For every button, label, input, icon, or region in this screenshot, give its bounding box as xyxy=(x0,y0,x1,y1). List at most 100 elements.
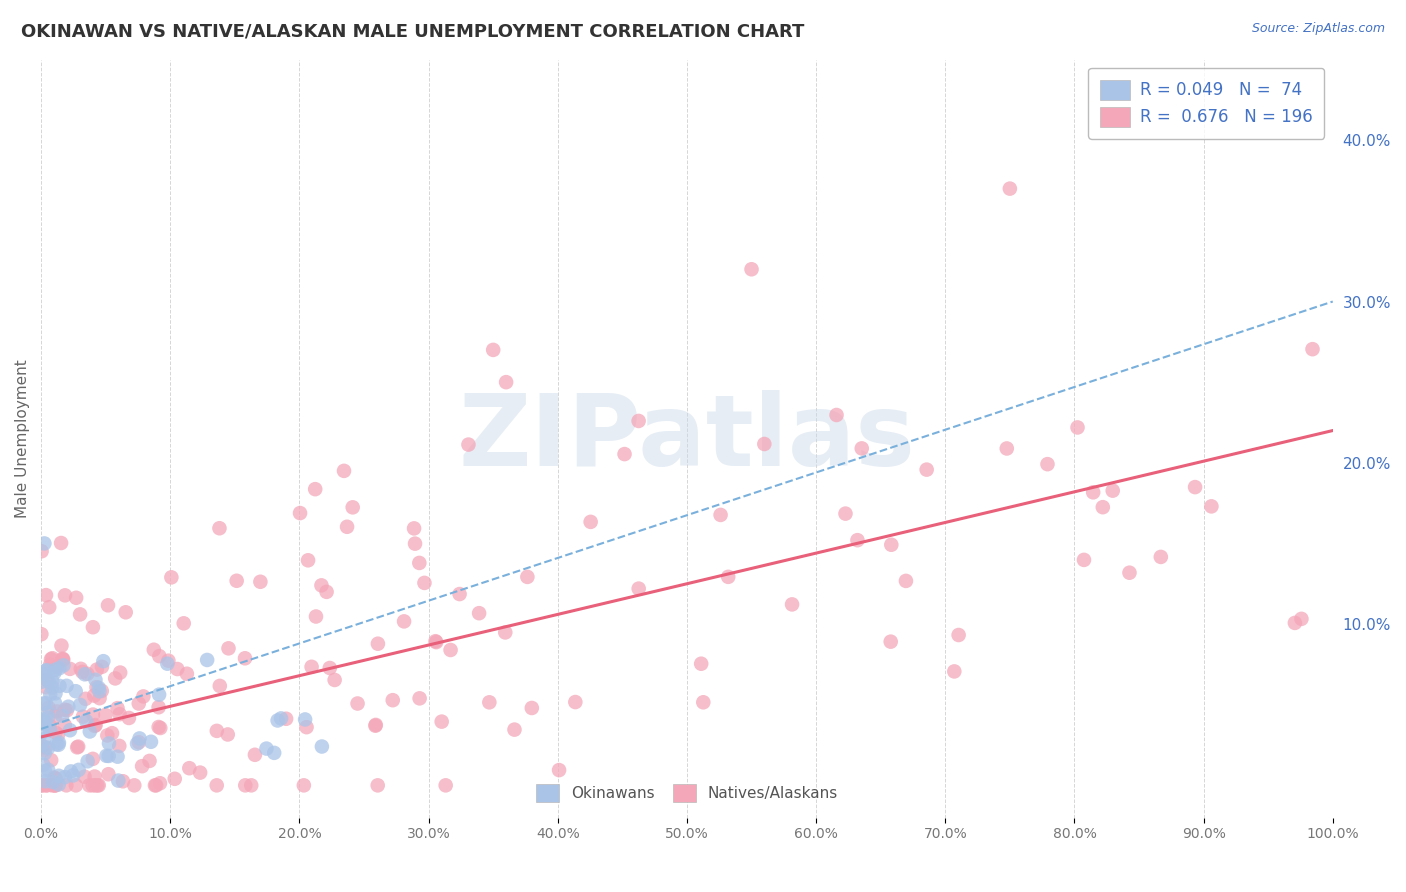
Legend: Okinawans, Natives/Alaskans: Okinawans, Natives/Alaskans xyxy=(529,776,846,810)
Point xyxy=(195,653,218,667)
Point xyxy=(176,666,198,681)
Point xyxy=(37,674,59,689)
Point xyxy=(32,743,55,757)
Point xyxy=(468,606,491,620)
Point xyxy=(84,778,107,792)
Point xyxy=(408,691,430,706)
Point xyxy=(97,599,120,613)
Point xyxy=(89,684,111,698)
Point xyxy=(173,616,195,631)
Point xyxy=(439,643,461,657)
Point xyxy=(1201,500,1223,514)
Point xyxy=(59,662,82,676)
Point xyxy=(943,665,966,679)
Point xyxy=(59,764,82,779)
Point xyxy=(39,652,62,666)
Point xyxy=(148,700,170,714)
Point xyxy=(292,778,315,792)
Point xyxy=(37,706,59,720)
Point xyxy=(51,708,73,723)
Point xyxy=(75,691,97,706)
Point xyxy=(311,578,333,592)
Point xyxy=(741,262,763,277)
Point xyxy=(834,507,856,521)
Point xyxy=(69,698,91,712)
Point xyxy=(79,724,101,739)
Point xyxy=(333,464,356,478)
Point xyxy=(55,778,77,792)
Point xyxy=(995,442,1018,456)
Point xyxy=(128,735,150,749)
Point xyxy=(97,767,120,781)
Point xyxy=(65,684,87,698)
Point xyxy=(998,181,1021,195)
Point xyxy=(108,707,131,722)
Point xyxy=(79,778,101,792)
Point xyxy=(46,728,69,742)
Point xyxy=(44,686,66,700)
Point xyxy=(1284,615,1306,630)
Point xyxy=(35,680,58,694)
Point xyxy=(208,679,231,693)
Point xyxy=(256,741,278,756)
Point xyxy=(145,778,167,792)
Point xyxy=(87,681,110,695)
Point xyxy=(39,687,62,701)
Point xyxy=(66,740,89,755)
Point xyxy=(53,718,76,732)
Point xyxy=(319,661,342,675)
Point xyxy=(392,615,415,629)
Point xyxy=(894,574,917,588)
Text: OKINAWAN VS NATIVE/ALASKAN MALE UNEMPLOYMENT CORRELATION CHART: OKINAWAN VS NATIVE/ALASKAN MALE UNEMPLOY… xyxy=(21,22,804,40)
Point xyxy=(142,642,165,657)
Point xyxy=(311,739,333,754)
Point xyxy=(233,778,256,792)
Point xyxy=(846,533,869,548)
Point xyxy=(82,778,104,792)
Point xyxy=(915,462,938,476)
Point xyxy=(408,556,430,570)
Point xyxy=(69,607,91,622)
Point xyxy=(53,588,76,602)
Point xyxy=(160,570,183,584)
Point xyxy=(65,591,87,605)
Point xyxy=(35,696,58,710)
Point xyxy=(163,772,186,786)
Point xyxy=(31,667,53,681)
Point xyxy=(288,506,311,520)
Point xyxy=(34,717,56,731)
Point xyxy=(53,770,76,784)
Point xyxy=(34,774,56,789)
Point xyxy=(157,654,180,668)
Point xyxy=(62,768,84,782)
Point xyxy=(495,375,517,389)
Point xyxy=(107,773,129,788)
Point xyxy=(457,437,479,451)
Point xyxy=(364,718,387,732)
Point xyxy=(143,778,166,792)
Point xyxy=(148,649,170,664)
Point xyxy=(710,508,733,522)
Point xyxy=(128,697,150,711)
Point xyxy=(34,764,56,779)
Point xyxy=(67,763,90,777)
Point xyxy=(1118,566,1140,580)
Point xyxy=(1036,457,1059,471)
Point xyxy=(132,690,155,704)
Point xyxy=(51,651,73,665)
Point xyxy=(39,657,62,672)
Point xyxy=(31,713,53,727)
Point xyxy=(516,570,538,584)
Point xyxy=(948,628,970,642)
Point xyxy=(104,672,127,686)
Point xyxy=(56,703,79,717)
Point xyxy=(1091,500,1114,515)
Point xyxy=(65,778,87,792)
Point xyxy=(45,660,67,674)
Point xyxy=(225,574,247,588)
Point xyxy=(156,657,179,671)
Point xyxy=(1302,342,1324,356)
Point xyxy=(41,778,63,792)
Point xyxy=(44,709,66,723)
Point xyxy=(67,739,90,754)
